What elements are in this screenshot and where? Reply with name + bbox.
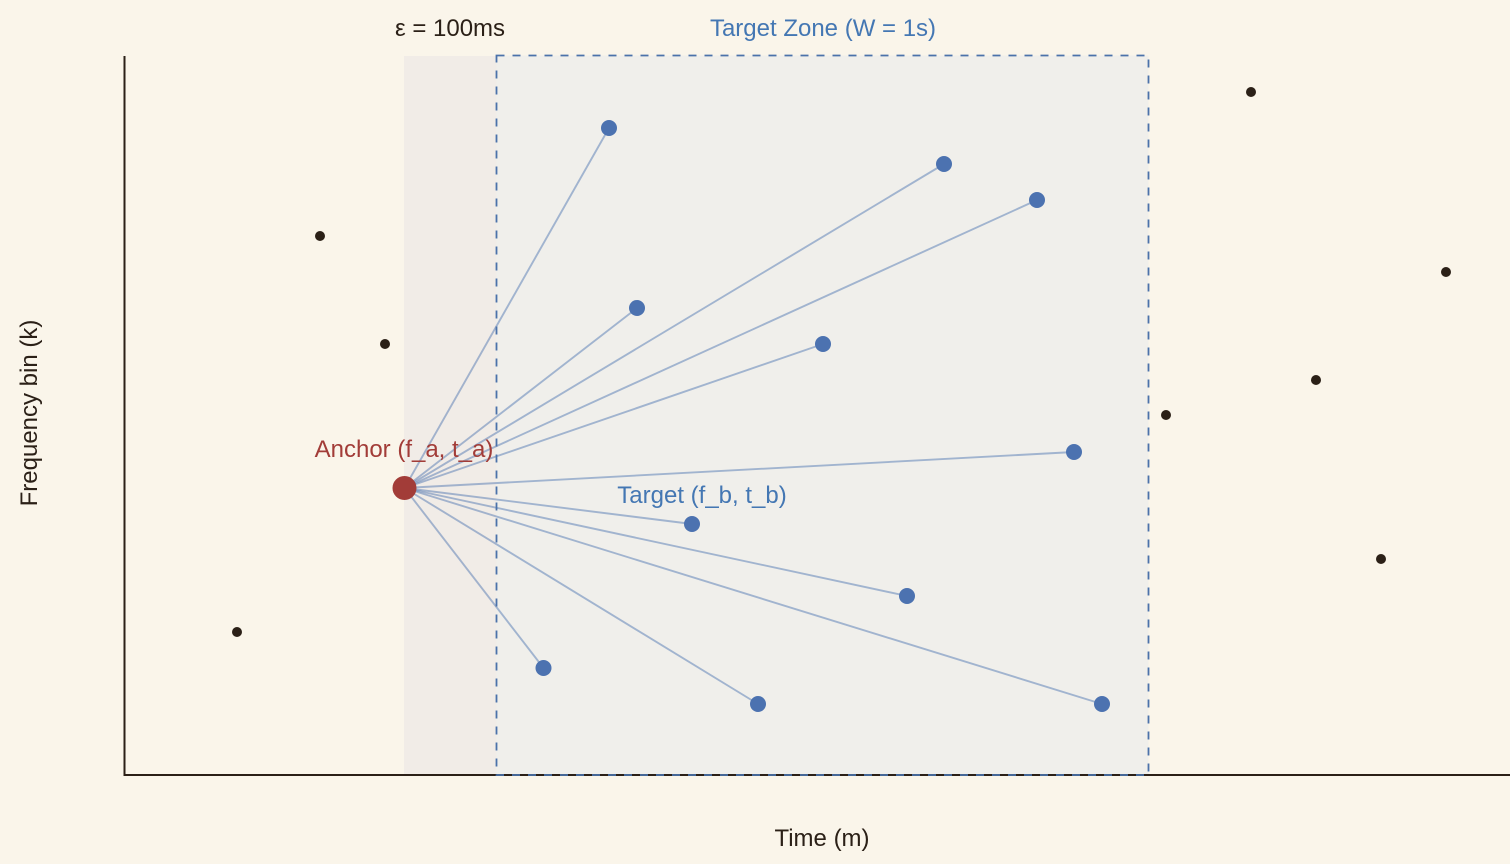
- svg-text:Target (f_b, t_b): Target (f_b, t_b): [617, 482, 786, 509]
- svg-text:ε = 100ms: ε = 100ms: [395, 15, 505, 42]
- svg-text:Target Zone (W = 1s): Target Zone (W = 1s): [710, 15, 936, 42]
- svg-text:Anchor (f_a, t_a): Anchor (f_a, t_a): [315, 436, 494, 463]
- svg-text:Frequency bin (k): Frequency bin (k): [16, 320, 43, 507]
- svg-text:Time (m): Time (m): [774, 825, 869, 852]
